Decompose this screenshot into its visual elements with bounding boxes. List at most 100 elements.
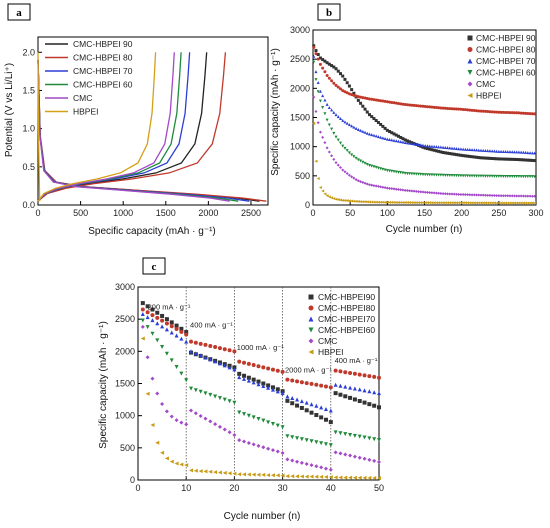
panel-b-point bbox=[341, 89, 345, 93]
panel-c-point bbox=[323, 442, 328, 447]
panel-b-point bbox=[519, 158, 523, 162]
panel-b-ytick-label: 1500 bbox=[290, 113, 310, 123]
panel-b-point bbox=[330, 127, 334, 131]
panel-b-point bbox=[421, 143, 425, 147]
panel-b-point bbox=[399, 135, 403, 139]
panel-c-point bbox=[145, 310, 150, 315]
panel-b-point bbox=[347, 151, 351, 155]
panel-b-point bbox=[396, 170, 400, 174]
panel-b-point bbox=[459, 174, 463, 178]
panel-b-point bbox=[388, 138, 392, 142]
panel-c-point bbox=[208, 343, 213, 348]
panel-c-legend-label: CMC-HBPEI60 bbox=[318, 325, 375, 335]
panel-b-point bbox=[452, 146, 456, 150]
panel-b-point bbox=[481, 193, 485, 197]
panel-c-rate-annotation: 400 mA · g⁻¹ bbox=[335, 356, 378, 365]
panel-b-point bbox=[314, 159, 318, 163]
panel-c-point bbox=[357, 399, 362, 404]
panel-b-point bbox=[312, 95, 316, 99]
panel-b-point bbox=[421, 104, 425, 108]
panel-b-point bbox=[472, 148, 476, 152]
panel-c-ytick-label: 1000 bbox=[115, 411, 135, 421]
panel-c-point bbox=[198, 341, 203, 346]
panel-b-point bbox=[318, 99, 322, 103]
panel-b-point bbox=[446, 173, 450, 177]
panel-b-xtick-label: 150 bbox=[417, 208, 432, 218]
panel-b-point bbox=[495, 194, 499, 198]
panel-b-point bbox=[376, 135, 380, 139]
panel-b-point bbox=[439, 106, 443, 110]
panel-b-ytick-label: 2500 bbox=[290, 54, 310, 64]
panel-b-point bbox=[504, 201, 508, 205]
panel-c-point bbox=[348, 395, 353, 400]
panel-a-xtick-label: 2500 bbox=[241, 208, 261, 218]
panel-c-point bbox=[270, 473, 275, 478]
panel-b-point bbox=[417, 172, 421, 176]
panel-b-point bbox=[403, 140, 407, 144]
panel-c-point bbox=[338, 451, 343, 456]
panel-b-point bbox=[325, 194, 329, 198]
panel-b-point bbox=[343, 199, 347, 203]
panel-b-point bbox=[512, 201, 516, 205]
panel-a-ytick-label: 2.0 bbox=[22, 47, 35, 57]
panel-c-point bbox=[184, 463, 189, 468]
panel-c-point bbox=[237, 438, 242, 443]
panel-b-point bbox=[417, 201, 421, 205]
panel-b-point bbox=[492, 110, 496, 114]
panel-c-point bbox=[290, 435, 295, 440]
panel-b-point bbox=[392, 200, 396, 204]
panel-b-point bbox=[477, 148, 481, 152]
panel-b-point bbox=[519, 175, 523, 179]
panel-b-point bbox=[385, 186, 389, 190]
panel-c-point bbox=[338, 392, 343, 397]
panel-b-point bbox=[419, 190, 423, 194]
panel-b-point bbox=[399, 200, 403, 204]
panel-b-point bbox=[477, 174, 481, 178]
panel-b-point bbox=[499, 201, 503, 205]
panel-b-point bbox=[408, 172, 412, 176]
panel-b-point bbox=[481, 201, 485, 205]
panel-b-point bbox=[510, 194, 514, 198]
panel-c-point bbox=[304, 461, 309, 466]
panel-b-point bbox=[381, 136, 385, 140]
panel-c-point bbox=[242, 439, 247, 444]
panel-b-point bbox=[356, 158, 360, 162]
panel-b-point bbox=[388, 200, 392, 204]
panel-b-point bbox=[475, 109, 479, 113]
panel-b-point bbox=[481, 148, 485, 152]
panel-b-point bbox=[408, 189, 412, 193]
panel-b-point bbox=[497, 194, 501, 198]
panel-b-point bbox=[463, 154, 467, 158]
panel-b-point bbox=[519, 150, 523, 154]
panel-c-point bbox=[169, 324, 174, 329]
panel-b-point bbox=[463, 174, 467, 178]
panel-b-point bbox=[466, 108, 470, 112]
panel-b-point bbox=[486, 174, 490, 178]
panel-b-point bbox=[405, 201, 409, 205]
panel-c-point bbox=[261, 365, 266, 370]
panel-b-point bbox=[463, 193, 467, 197]
panel-c-point bbox=[352, 433, 357, 438]
panel-b-point bbox=[481, 156, 485, 160]
panel-b-point bbox=[497, 201, 501, 205]
panel-b-point bbox=[479, 201, 483, 205]
panel-c-point bbox=[275, 387, 280, 392]
panel-b-point bbox=[432, 191, 436, 195]
panel-b-point bbox=[475, 193, 479, 197]
panel-c-point bbox=[319, 474, 324, 479]
panel-c-point bbox=[343, 394, 348, 399]
panel-b-point bbox=[421, 173, 425, 177]
panel-c-point bbox=[280, 450, 285, 455]
panel-b-point bbox=[437, 201, 441, 205]
panel-c-point bbox=[160, 345, 165, 350]
panel-b-point bbox=[475, 155, 479, 159]
panel-b-point bbox=[403, 138, 407, 142]
panel-b-xlabel: Cycle number (n) bbox=[386, 224, 463, 235]
panel-b-point bbox=[316, 177, 320, 181]
panel-c-point bbox=[155, 391, 160, 396]
panel-c-point bbox=[323, 466, 328, 471]
panel-c-point bbox=[189, 349, 194, 354]
panel-b-point bbox=[483, 201, 487, 205]
panel-b-point bbox=[330, 196, 334, 200]
panel-b-point bbox=[457, 153, 461, 157]
